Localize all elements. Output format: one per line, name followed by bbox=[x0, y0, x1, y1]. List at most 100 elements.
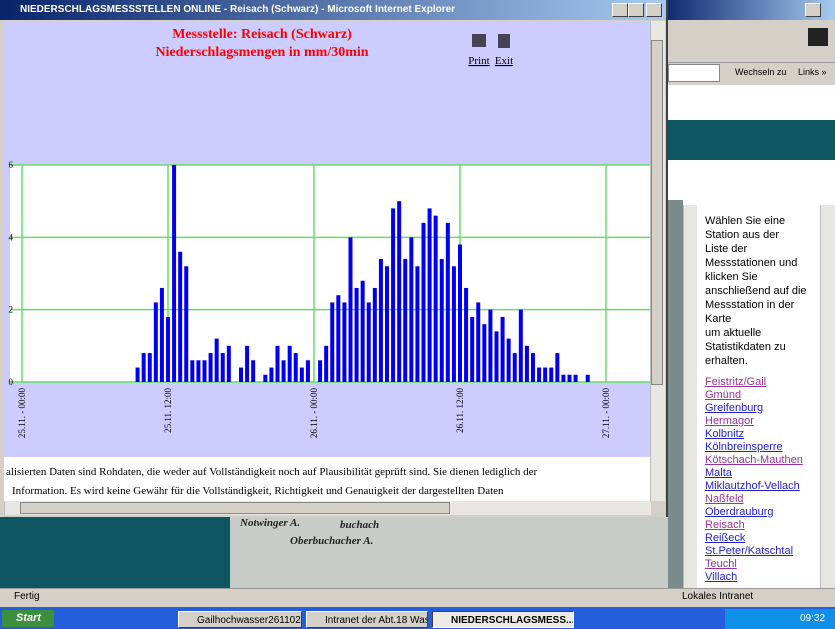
chart-subtitle: Niederschlagsmengen in mm/30min bbox=[155, 45, 368, 60]
station-link[interactable]: Oberdrauburg bbox=[705, 506, 774, 518]
map[interactable] bbox=[230, 517, 668, 588]
list-scrollbar[interactable] bbox=[683, 205, 697, 588]
popup-title-bar: NIEDERSCHLAGSMESSSTELLEN ONLINE - Reisac… bbox=[0, 0, 666, 20]
bar bbox=[567, 374, 572, 382]
y-tick-label: 2 bbox=[9, 305, 14, 315]
station-link[interactable]: Villach bbox=[705, 571, 738, 583]
map-label: Oberbuchacher A. bbox=[290, 535, 374, 547]
station-link[interactable]: Greifenburg bbox=[705, 402, 764, 414]
task-button[interactable]: NIEDERSCHLAGSMESS... bbox=[432, 611, 574, 628]
instruction-line: Statistikdaten zu bbox=[705, 341, 786, 353]
y-tick-label: 6 bbox=[9, 160, 14, 170]
status-text: Fertig bbox=[14, 591, 40, 602]
exit-link[interactable]: Exit bbox=[495, 55, 513, 67]
bar bbox=[147, 353, 152, 382]
y-tick-label: 0 bbox=[9, 377, 14, 387]
station-link[interactable]: St.Peter/Katschtal bbox=[705, 545, 794, 557]
h-scroll-thumb[interactable] bbox=[20, 502, 450, 514]
instruction-line: Station aus der bbox=[705, 229, 779, 241]
bar bbox=[433, 215, 438, 382]
bar bbox=[287, 345, 292, 382]
bar bbox=[464, 287, 469, 382]
task-button[interactable]: Gailhochwasser261102.d... bbox=[178, 611, 302, 628]
station-link[interactable]: Reisach bbox=[705, 519, 745, 531]
bar bbox=[342, 302, 347, 382]
instruction-line: Karte bbox=[705, 313, 732, 325]
station-link[interactable]: Miklautzhof-Vellach bbox=[705, 480, 800, 492]
station-link[interactable]: Kolbnitz bbox=[705, 428, 745, 440]
bar bbox=[391, 208, 396, 382]
go-button[interactable]: Wechseln zu bbox=[735, 67, 787, 77]
bar bbox=[555, 353, 560, 382]
bar bbox=[214, 338, 219, 382]
bar bbox=[451, 266, 456, 382]
bar bbox=[494, 331, 499, 382]
instruction-line: Liste der bbox=[705, 243, 748, 255]
station-link[interactable]: Naßfeld bbox=[705, 493, 744, 505]
bar bbox=[512, 353, 517, 382]
bar bbox=[585, 374, 590, 382]
quick-launch[interactable] bbox=[62, 611, 162, 627]
bar bbox=[549, 367, 554, 382]
status-bar bbox=[0, 588, 835, 607]
task-button[interactable]: Intranet der Abt.18 Wass... bbox=[306, 611, 428, 628]
toolbar bbox=[660, 20, 835, 63]
minimize-button[interactable] bbox=[805, 3, 821, 17]
frame-border bbox=[668, 200, 683, 588]
bar bbox=[172, 165, 177, 382]
print-link[interactable]: Print bbox=[468, 55, 489, 67]
bar bbox=[372, 287, 377, 382]
bar bbox=[573, 374, 578, 382]
x-tick-label: 25.11. 12:00 bbox=[163, 388, 173, 433]
bar bbox=[531, 353, 535, 382]
minimize-button[interactable] bbox=[612, 3, 628, 17]
instruction-line: klicken Sie bbox=[705, 271, 758, 283]
station-link[interactable]: Kölnbreinsperre bbox=[705, 441, 783, 453]
close-button[interactable] bbox=[646, 3, 662, 17]
bar bbox=[330, 302, 335, 382]
x-tick-label: 25.11. - 00:00 bbox=[17, 388, 27, 439]
main-title-bar bbox=[660, 0, 835, 20]
bar bbox=[324, 345, 329, 382]
page-scrollbar[interactable] bbox=[820, 205, 835, 588]
bar bbox=[141, 353, 146, 382]
station-link[interactable]: Teuchl bbox=[705, 558, 737, 570]
map-label: Notwinger A. bbox=[240, 517, 301, 529]
chart-title: Messstelle: Reisach (Schwarz) bbox=[172, 27, 352, 42]
station-link[interactable]: Malta bbox=[705, 467, 732, 479]
bar bbox=[439, 259, 444, 382]
bar bbox=[378, 259, 383, 382]
station-link[interactable]: Reißeck bbox=[705, 532, 746, 544]
bar bbox=[305, 360, 310, 382]
chart: Messstelle: Reisach (Schwarz) Niederschl… bbox=[9, 27, 650, 439]
instruction-line: Wählen Sie eine bbox=[705, 215, 786, 227]
plot-area bbox=[10, 165, 650, 382]
bar bbox=[524, 345, 529, 382]
bar bbox=[275, 345, 280, 382]
bar bbox=[245, 345, 250, 382]
bar bbox=[409, 237, 414, 382]
bar bbox=[293, 353, 298, 382]
station-link[interactable]: Hermagor bbox=[705, 415, 754, 427]
bar bbox=[153, 302, 158, 382]
bar bbox=[415, 266, 420, 382]
exit-icon[interactable] bbox=[498, 34, 510, 48]
links-label[interactable]: Links » bbox=[798, 67, 827, 77]
y-tick-label: 4 bbox=[9, 232, 14, 242]
print-icon[interactable] bbox=[472, 34, 486, 47]
address-box[interactable] bbox=[668, 64, 720, 82]
start-button[interactable]: Start bbox=[2, 610, 54, 627]
bar bbox=[196, 360, 201, 382]
bar bbox=[251, 360, 256, 382]
station-link[interactable]: Kötschach-Mauthen bbox=[705, 454, 803, 466]
station-link[interactable]: Feistritz/Gail bbox=[705, 376, 767, 388]
scroll-thumb[interactable] bbox=[651, 40, 663, 385]
bar bbox=[470, 316, 475, 382]
zone-text: Lokales Intranet bbox=[682, 591, 754, 602]
ie-logo bbox=[808, 28, 828, 46]
disclaimer-area bbox=[4, 457, 650, 501]
bar bbox=[458, 244, 462, 382]
maximize-button[interactable] bbox=[628, 3, 644, 17]
tray bbox=[725, 609, 835, 629]
station-link[interactable]: Gmünd bbox=[705, 389, 742, 401]
